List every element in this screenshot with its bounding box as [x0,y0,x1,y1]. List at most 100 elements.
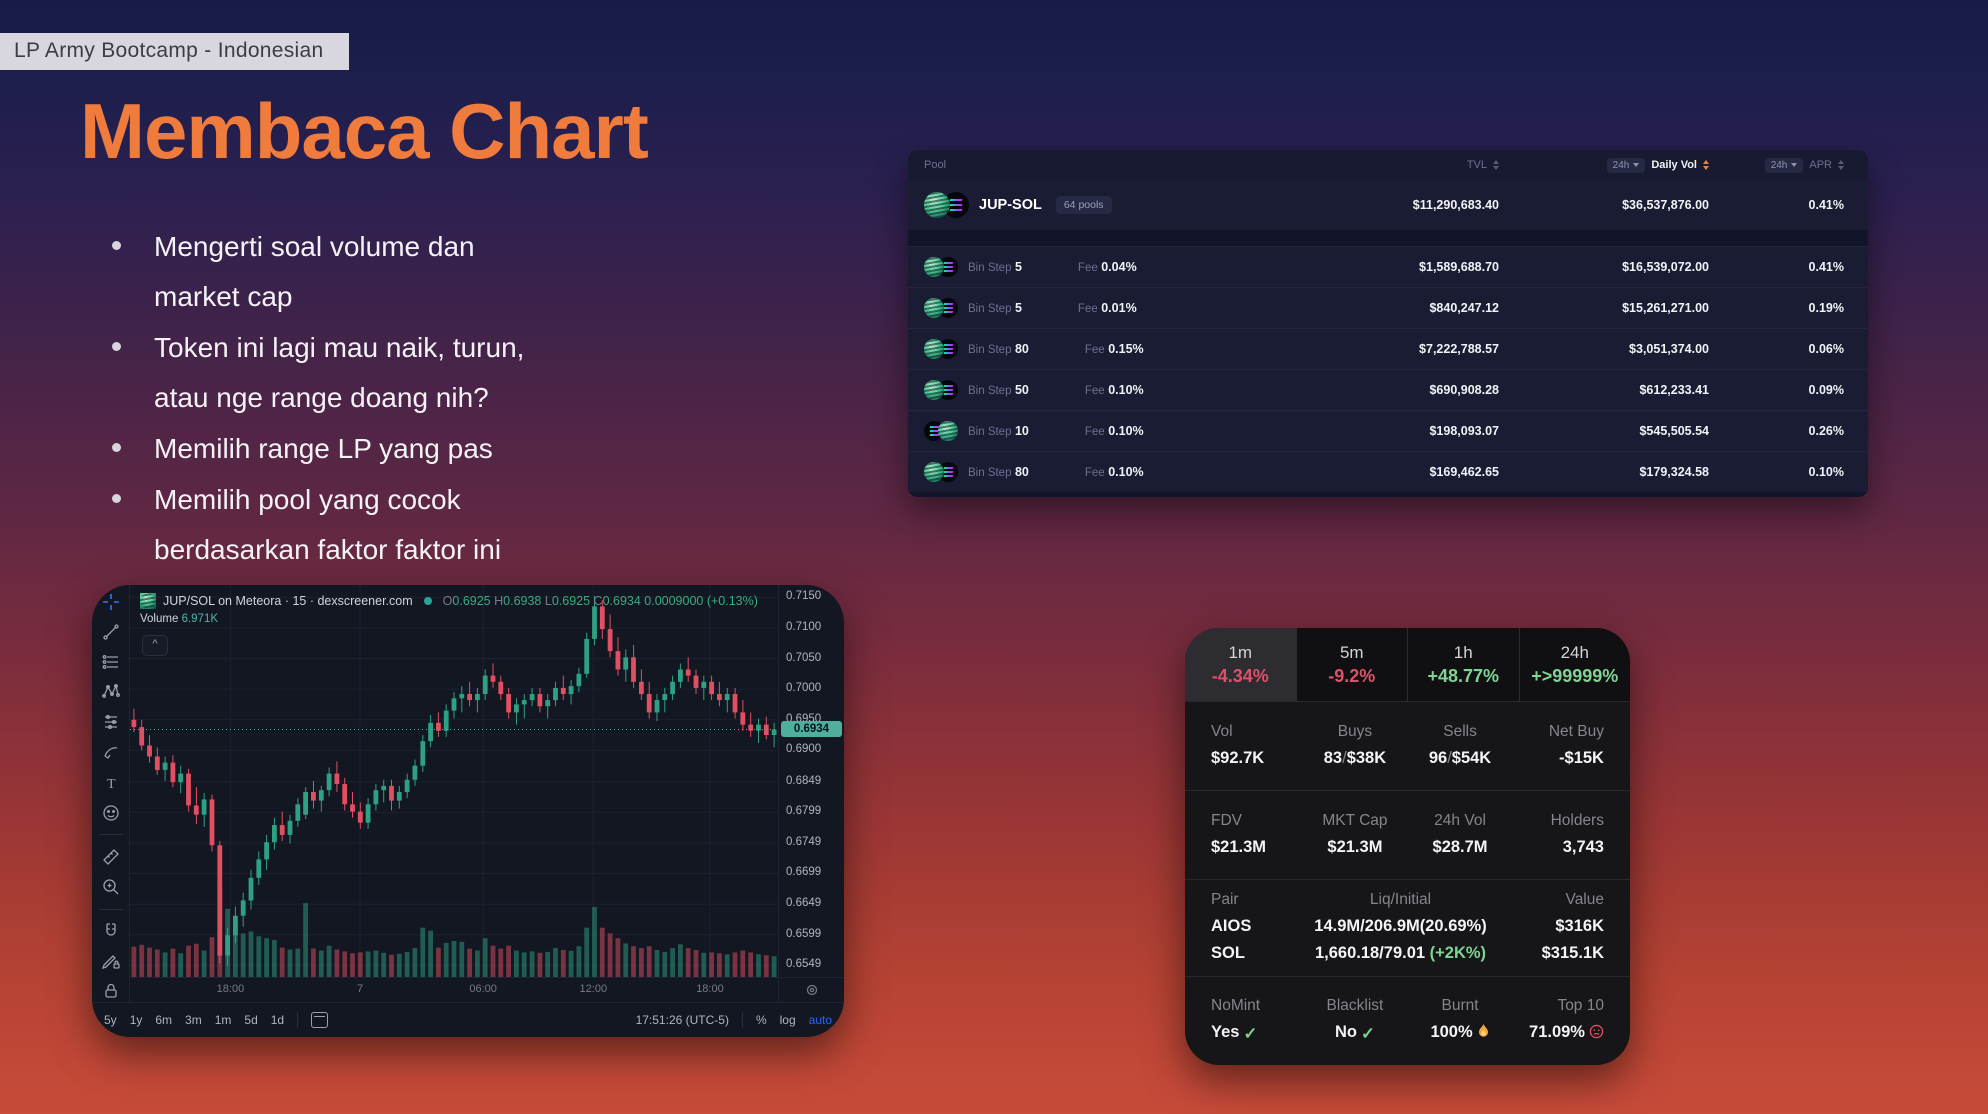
bullet-item: Mengerti soal volume dan market cap [112,222,692,322]
price-tick-label: 0.7100 [786,620,822,633]
tab-5m[interactable]: 5m -9.2% [1297,628,1408,701]
column-header-daily-vol[interactable]: 24h Daily Vol [1499,157,1709,173]
daily-vol-value: $612,233.41 [1639,383,1709,397]
chart-symbol-header: JUP/SOL on Meteora · 15 · dexscreener.co… [140,593,758,609]
pair-label: Pair [1211,891,1239,908]
forecast-tool-icon[interactable] [100,712,122,733]
range-1y[interactable]: 1y [129,1013,143,1027]
fdv-label: FDV [1211,811,1242,829]
time-tick-label: 7 [356,983,364,995]
dexscreener-chart-panel: T JUP/SOL on Meteora · 15 · dexscreener.… [92,585,844,1037]
edit-lock-icon[interactable] [100,951,122,972]
daily-vol-value: $545,505.54 [1639,424,1709,438]
apr-value: 0.06% [1808,342,1844,356]
clock-readout[interactable]: 17:51:26 (UTC-5) [635,1013,729,1027]
range-1m[interactable]: 1m [214,1013,232,1027]
live-dot-icon [423,597,432,605]
apr-value: 0.19% [1808,301,1844,315]
chart-footer-toolbar: 5y 1y 6m 3m 1m 5d 1d 17:51:26 (UTC-5) % … [92,1002,844,1037]
market-section: FDV MKT Cap 24h Vol Holders $21.3M $21.3… [1185,790,1630,879]
pool-row[interactable]: Bin Step 80 Fee 0.15% $7,222,788.57 $3,0… [908,328,1868,369]
bullet-dot [112,424,154,474]
pool-row[interactable]: Bin Step 5 Fee 0.01% $840,247.12 $15,261… [908,287,1868,328]
fib-lines-icon[interactable] [100,651,122,672]
percent-scale-button[interactable]: % [755,1013,767,1027]
range-5d[interactable]: 5d [244,1013,258,1027]
tvl-value: $169,462.65 [1429,465,1499,479]
pool-row[interactable]: Bin Step 10 Fee 0.10% $198,093.07 $545,5… [908,410,1868,451]
range-5y[interactable]: 5y [104,1013,117,1027]
tab-1m[interactable]: 1m -4.34% [1185,628,1297,701]
time-tick-label: 18:00 [216,983,245,995]
pool-row[interactable]: Bin Step 5 Fee 0.04% $1,589,688.70 $16,5… [908,246,1868,287]
text-tool-icon[interactable]: T [100,772,122,793]
sort-icon [1838,160,1844,170]
column-header-pool[interactable]: Pool [924,159,947,171]
pool-row[interactable]: Bin Step 50 Fee 0.10% $690,908.28 $612,2… [908,369,1868,410]
lock-icon[interactable] [100,981,122,1002]
pair-value: $316K [1555,917,1604,935]
tvl-value: $1,589,688.70 [1419,260,1499,274]
pair-value: $315.1K [1541,944,1604,962]
timeframe-dropdown[interactable]: 24h [1606,157,1646,173]
bullet-line: berdasarkan faktor faktor ini [154,534,502,565]
warning-face-icon [1589,1024,1604,1044]
bullet-dot [112,222,154,322]
calendar-icon[interactable] [311,1012,329,1028]
bullet-line: Memilih range LP yang pas [154,433,493,464]
tvl-value: $198,093.07 [1429,424,1499,438]
chart-drawing-toolbar: T [92,585,130,1002]
time-tick-label: 18:00 [696,983,724,995]
jup-token-icon [924,339,944,359]
time-axis[interactable]: 18:00 7 06:00 12:00 18:00 [130,977,778,1002]
pool-group-row[interactable]: JUP-SOL 64 pools $11,290,683.40 $36,537,… [908,180,1868,230]
pool-row[interactable]: Bin Step 80 Fee 0.10% $169,462.65 $179,3… [908,451,1868,492]
pool-table-header: Pool TVL 24h Daily Vol 24h APR [908,150,1868,180]
log-scale-button[interactable]: log [779,1013,796,1027]
bullet-line: Memilih pool yang cocok [154,484,461,515]
pair-token: SOL [1211,944,1245,962]
top10-value: 71.09% [1513,1023,1604,1044]
candlestick-chart[interactable]: JUP/SOL on Meteora · 15 · dexscreener.co… [130,585,778,977]
range-1d[interactable]: 1d [270,1013,285,1027]
tab-24h[interactable]: 24h +>99999% [1531,642,1619,686]
crosshair-icon[interactable] [100,591,122,612]
pool-pair-name: JUP-SOL [979,197,1042,213]
emoji-tool-icon[interactable] [100,802,122,823]
price-tick-label: 0.6599 [786,927,822,940]
trend-line-icon[interactable] [100,621,122,642]
security-section: NoMint Blacklist Burnt Top 10 Yes ✓ No ✓ 1… [1185,976,1630,1065]
blacklist-label: Blacklist [1326,996,1384,1014]
axis-settings-gear[interactable] [778,977,844,1002]
daily-vol-value: $16,539,072.00 [1622,260,1709,274]
current-price-chip: 0.6934 [781,720,842,737]
brush-icon[interactable] [100,742,122,763]
apr-value: 0.09% [1808,383,1844,397]
zoom-in-icon[interactable] [100,876,122,897]
auto-scale-button[interactable]: auto [808,1013,832,1027]
ruler-icon[interactable] [100,846,122,867]
range-6m[interactable]: 6m [155,1013,173,1027]
range-3m[interactable]: 3m [185,1013,202,1027]
daily-vol-value: $179,324.58 [1639,465,1709,479]
column-header-tvl[interactable]: TVL [1264,159,1499,171]
tvl-value: $11,290,683.40 [1412,198,1499,212]
bullet-line: Mengerti soal volume dan [154,231,475,262]
bullet-line: Token ini lagi mau naik, turun, [154,332,525,363]
collapse-chart-button[interactable]: ^ [142,635,168,656]
magnet-icon[interactable] [100,921,122,942]
apr-value: 0.41% [1808,198,1844,212]
buys-value: 83/$38K [1323,748,1387,767]
tab-1h[interactable]: 1h +48.77% [1408,628,1520,701]
column-header-apr[interactable]: 24h APR [1709,157,1844,173]
svg-text:T: T [107,777,116,792]
sort-icon [1493,160,1499,170]
timeframe-dropdown[interactable]: 24h [1764,157,1804,173]
price-tick-label: 0.6699 [786,866,822,879]
price-tick-label: 0.6900 [786,743,822,756]
xabcd-pattern-icon[interactable] [100,681,122,702]
check-icon: ✓ [1243,1024,1258,1043]
apr-value: 0.26% [1808,424,1844,438]
price-axis[interactable]: 0.6934 0.7150 0.7100 0.7050 0.7000 0.6950 0.6… [778,585,844,977]
